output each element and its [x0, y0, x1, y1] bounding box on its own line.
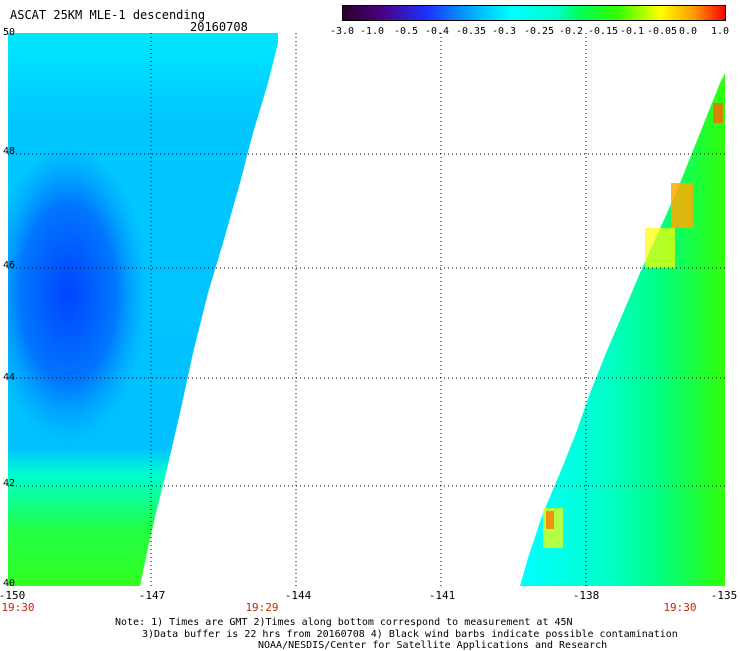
y-tick-label: 46 [3, 260, 16, 271]
high-value-region [645, 228, 675, 268]
right-swath [520, 63, 725, 586]
high-value-region [671, 183, 693, 228]
colorbar-tick: -0.5 [393, 26, 419, 37]
x-tick-label: -147 [138, 589, 166, 602]
low-value-region [8, 143, 148, 443]
y-tick-label: 48 [3, 146, 16, 157]
colorbar-tick: -0.1 [619, 26, 645, 37]
x-tick-label: -141 [428, 589, 456, 602]
x-tick-label: -135 [710, 589, 738, 602]
colorbar-tick: -1.0 [359, 26, 385, 37]
y-tick-label: 40 [3, 578, 16, 589]
colorbar-tick: 1.0 [710, 26, 730, 37]
map-plot [8, 33, 725, 586]
footnote-line: 3)Data buffer is 22 hrs from 20160708 4)… [142, 629, 678, 640]
grid [8, 33, 725, 586]
y-tick-label: 42 [3, 478, 16, 489]
footnote-line: Note: 1) Times are GMT 2)Times along bot… [115, 617, 573, 628]
x-tick-label: -138 [572, 589, 600, 602]
colorbar-tick: -0.25 [523, 26, 555, 37]
time-label: 19:30 [663, 601, 697, 614]
colorbar-tick: -0.2 [558, 26, 584, 37]
colorbar-tick: -3.0 [329, 26, 355, 37]
colorbar-labels: -3.0 -1.0 -0.5 -0.4 -0.35 -0.3 -0.25 -0.… [330, 26, 730, 40]
colorbar-tick: -0.35 [455, 26, 487, 37]
high-value-region [713, 103, 723, 123]
colorbar-tick: -0.05 [646, 26, 678, 37]
colorbar-tick: -0.3 [491, 26, 517, 37]
y-tick-label: 44 [3, 372, 16, 383]
x-tick-label: -150 [0, 589, 26, 602]
map-date: 20160708 [190, 20, 248, 34]
time-label: 19:29 [245, 601, 279, 614]
colorbar [342, 5, 726, 21]
y-tick-label: 50 [3, 27, 16, 38]
high-value-region [546, 511, 554, 529]
colorbar-tick: 0.0 [678, 26, 698, 37]
colorbar-tick: -0.4 [424, 26, 450, 37]
footnote-credit: NOAA/NESDIS/Center for Satellite Applica… [258, 640, 608, 651]
colorbar-tick: -0.15 [587, 26, 619, 37]
x-tick-label: -144 [284, 589, 312, 602]
map-title: ASCAT 25KM MLE-1 descending [10, 8, 206, 22]
time-label: 19:30 [1, 601, 35, 614]
